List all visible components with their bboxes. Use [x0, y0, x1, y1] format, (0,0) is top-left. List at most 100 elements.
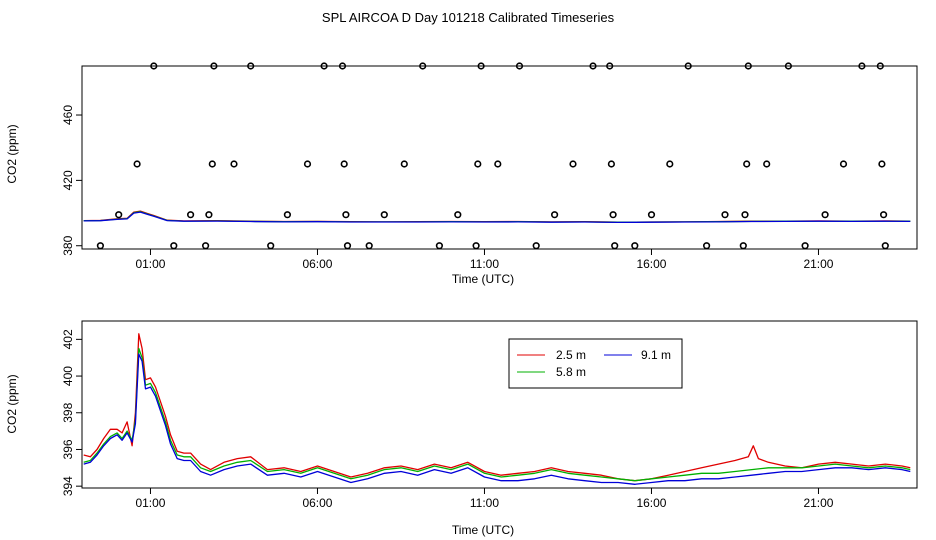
- data-point: [607, 160, 616, 168]
- legend: 2.5 m 9.1 m 5.8 m: [508, 338, 683, 389]
- top-y-axis: 380 420 460: [61, 105, 82, 256]
- data-point: [150, 62, 158, 70]
- bottom-y-axis: 394 396 398 400 402: [61, 329, 82, 496]
- data-point: [343, 242, 352, 250]
- data-point: [400, 160, 408, 168]
- data-point: [839, 160, 848, 168]
- data-point: [205, 211, 213, 219]
- data-point: [267, 242, 275, 250]
- top-plot-frame: [81, 65, 918, 250]
- data-point: [784, 62, 793, 70]
- top-scatter-points: [96, 62, 889, 250]
- data-point: [320, 62, 328, 70]
- bottom-series-line-2-5-m: [83, 333, 911, 482]
- data-point: [230, 160, 238, 168]
- data-point: [741, 211, 749, 219]
- top-y-tick-label: 420: [61, 170, 75, 190]
- top-x-tick-label: 16:00: [636, 257, 666, 271]
- data-point: [647, 211, 656, 219]
- legend-label-2-5m: 2.5 m: [556, 348, 586, 362]
- data-point: [472, 242, 480, 250]
- data-point: [801, 242, 809, 250]
- top-x-tick-label: 21:00: [803, 257, 833, 271]
- data-point: [247, 62, 255, 70]
- data-point: [666, 160, 674, 168]
- bottom-panel: 01:00 06:00 11:00 16:00 21:00 394 396 398 400 40…: [5, 320, 918, 537]
- data-point: [303, 160, 312, 168]
- data-point: [210, 62, 218, 70]
- top-panel: 01:00 06:00 11:00 16:00 21:00 380 420 460 Time…: [5, 62, 918, 286]
- bottom-x-tick-label: 06:00: [302, 496, 332, 510]
- data-point: [589, 62, 597, 70]
- top-x-tick-label: 11:00: [470, 257, 499, 271]
- bottom-plot-frame: [81, 320, 918, 489]
- top-series-lines: [83, 210, 911, 224]
- chart-title: SPL AIRCOA D Day 101218 Calibrated Times…: [322, 10, 615, 25]
- data-point: [684, 62, 692, 70]
- bottom-x-tick-label: 21:00: [803, 496, 833, 510]
- data-point: [187, 211, 195, 219]
- data-point: [283, 211, 292, 219]
- bottom-x-tick-label: 11:00: [470, 496, 499, 510]
- legend-box: [508, 338, 683, 389]
- data-point: [821, 211, 829, 219]
- bottom-y-tick-label: 402: [61, 329, 75, 349]
- top-x-axis: 01:00 06:00 11:00 16:00 21:00: [135, 249, 834, 271]
- data-point: [763, 160, 771, 168]
- data-point: [202, 242, 210, 250]
- data-point: [858, 62, 866, 70]
- data-point: [365, 242, 373, 250]
- data-point: [743, 160, 751, 168]
- bottom-x-axis: 01:00 06:00 11:00 16:00 21:00: [135, 488, 834, 510]
- top-x-axis-label: Time (UTC): [452, 272, 514, 286]
- bottom-x-tick-label: 16:00: [636, 496, 666, 510]
- data-point: [170, 242, 178, 250]
- data-point: [721, 211, 729, 219]
- data-point: [611, 242, 619, 250]
- bottom-y-tick-label: 396: [61, 439, 75, 459]
- data-point: [380, 211, 388, 219]
- bottom-x-axis-label: Time (UTC): [452, 523, 514, 537]
- data-point: [550, 211, 559, 219]
- data-point: [338, 62, 347, 70]
- data-point: [494, 160, 502, 168]
- bottom-series-lines: [83, 333, 911, 485]
- data-point: [879, 211, 888, 219]
- legend-label-9-1m: 9.1 m: [641, 348, 671, 362]
- data-point: [435, 242, 444, 250]
- bottom-y-tick-label: 394: [61, 476, 75, 496]
- data-point: [606, 62, 614, 70]
- bottom-series-line-9-1-m: [83, 353, 911, 485]
- data-point: [631, 242, 639, 250]
- bottom-x-tick-label: 01:00: [135, 496, 165, 510]
- top-y-tick-label: 380: [61, 235, 75, 255]
- data-point: [878, 160, 886, 168]
- data-point: [702, 242, 711, 250]
- data-point: [876, 62, 884, 70]
- data-point: [115, 211, 123, 219]
- legend-label-5-8m: 5.8 m: [556, 365, 586, 379]
- data-point: [342, 211, 350, 219]
- bottom-series-line-5-8-m: [83, 347, 911, 482]
- top-x-tick-label: 06:00: [302, 257, 332, 271]
- top-y-axis-label: CO2 (ppm): [5, 124, 19, 183]
- top-y-tick-label: 460: [61, 105, 75, 125]
- data-point: [96, 242, 104, 250]
- data-point: [569, 160, 577, 168]
- top-x-tick-label: 01:00: [135, 257, 165, 271]
- data-point: [532, 242, 540, 250]
- data-point: [454, 211, 462, 219]
- data-point: [609, 211, 617, 219]
- data-point: [208, 160, 216, 168]
- data-point: [340, 160, 348, 168]
- data-point: [515, 62, 524, 70]
- data-point: [739, 242, 747, 250]
- bottom-y-tick-label: 398: [61, 402, 75, 422]
- bottom-y-axis-label: CO2 (ppm): [5, 374, 19, 433]
- data-point: [744, 62, 752, 70]
- data-point: [474, 160, 482, 168]
- data-point: [419, 62, 427, 70]
- top-series-line-9-1-m: [83, 211, 911, 224]
